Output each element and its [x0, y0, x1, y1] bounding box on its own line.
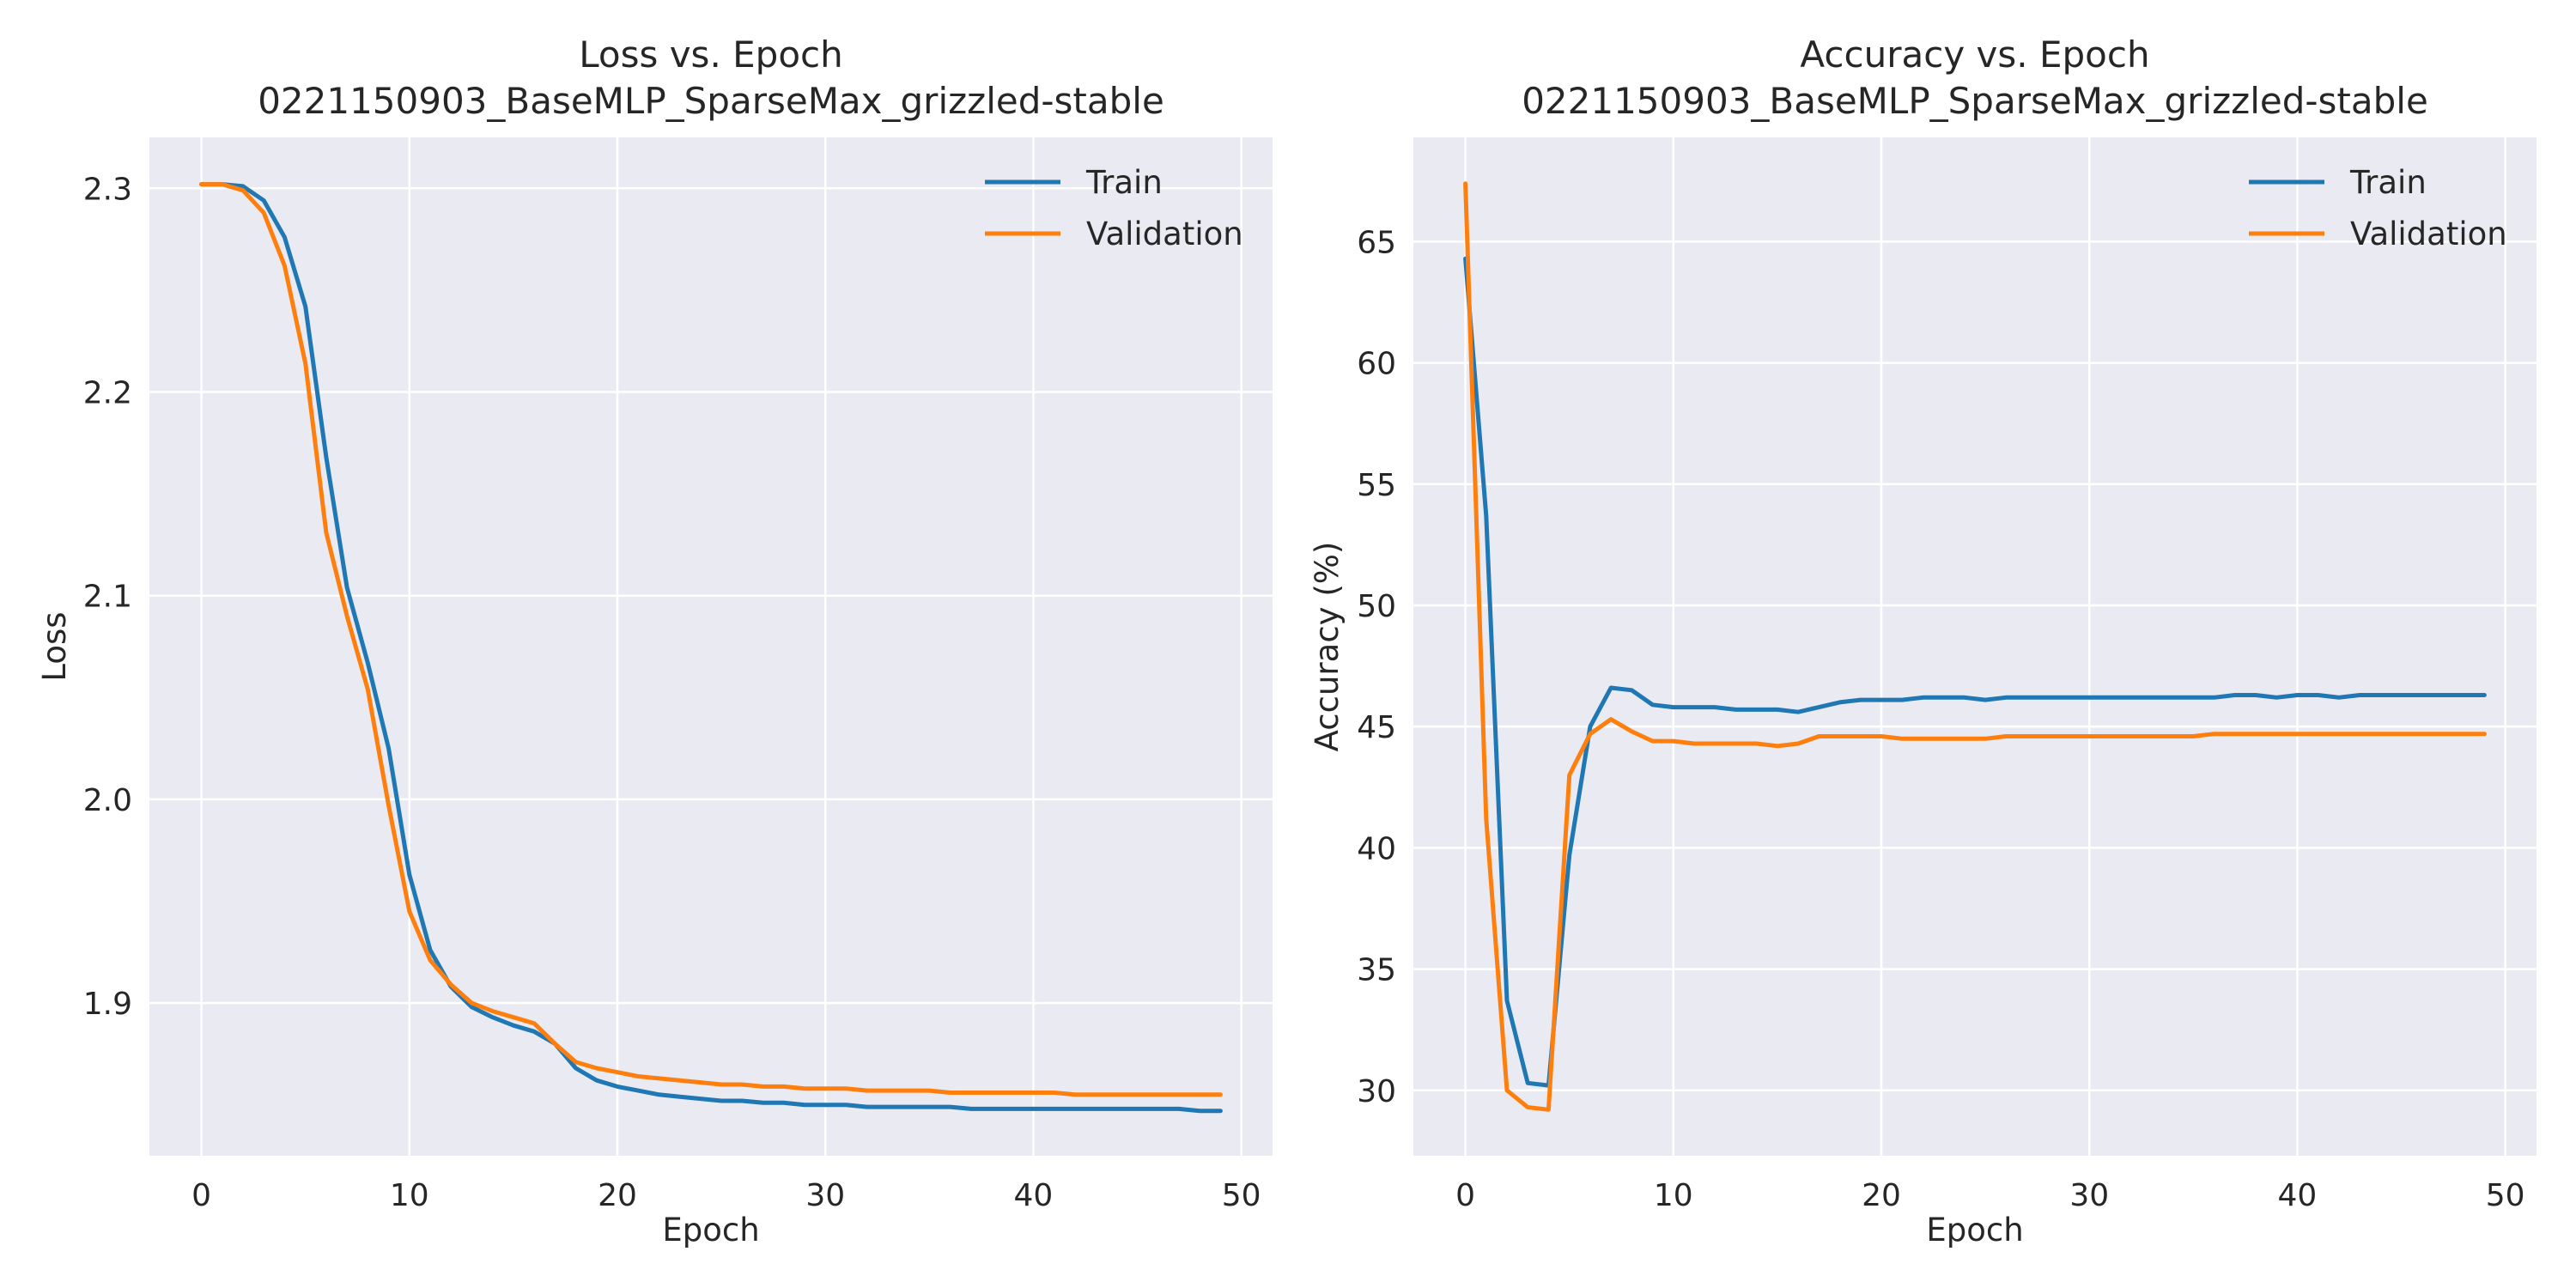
- accuracy-legend-label-train: Train: [2349, 164, 2427, 201]
- loss-x-axis-label: Epoch: [662, 1212, 759, 1249]
- accuracy-series-train-line: [1463, 256, 2487, 1088]
- accuracy-x-tick-label: 20: [1862, 1178, 1901, 1213]
- loss-y-tick-label: 2.2: [83, 376, 132, 411]
- loss-chart: 0 10 20 30 40 50 1.9 2.0 2.1 2.2 2.3 Loss vs. Epoc…: [36, 33, 1273, 1249]
- loss-x-tick-label: 40: [1014, 1178, 1054, 1213]
- loss-y-tick-label: 2.1: [83, 580, 132, 615]
- loss-series: [199, 182, 1223, 1114]
- accuracy-x-tick-label: 0: [1455, 1178, 1475, 1213]
- accuracy-grid: [1413, 137, 2537, 1156]
- accuracy-y-tick-label: 60: [1357, 347, 1396, 382]
- accuracy-x-tick-label: 50: [2486, 1178, 2525, 1213]
- loss-x-tick-label: 0: [191, 1178, 211, 1213]
- accuracy-plot-area: [1413, 137, 2537, 1156]
- loss-legend-label-train: Train: [1085, 164, 1163, 201]
- accuracy-series-validation-line: [1463, 181, 2487, 1112]
- loss-x-tick-label: 50: [1222, 1178, 1261, 1213]
- accuracy-chart: 0 10 20 30 40 50 30 35 40 45 50 55 60 65 Accuracy vs.…: [1309, 33, 2537, 1249]
- accuracy-x-tick-label: 10: [1654, 1178, 1693, 1213]
- accuracy-tick-labels: 0 10 20 30 40 50 30 35 40 45 50 55 60 65: [1357, 225, 2524, 1213]
- accuracy-chart-title: Accuracy vs. Epoch: [1800, 33, 2149, 76]
- loss-y-tick-label: 2.0: [83, 783, 132, 818]
- accuracy-y-tick-label: 35: [1357, 953, 1396, 988]
- loss-series-train-line: [199, 182, 1223, 1114]
- accuracy-series: [1463, 181, 2487, 1112]
- loss-legend-label-validation: Validation: [1086, 216, 1243, 252]
- accuracy-y-tick-label: 55: [1357, 468, 1396, 503]
- loss-chart-title: Loss vs. Epoch: [579, 33, 843, 76]
- accuracy-x-tick-label: 40: [2278, 1178, 2318, 1213]
- accuracy-y-tick-label: 30: [1357, 1074, 1396, 1109]
- loss-series-validation-line: [199, 182, 1223, 1097]
- accuracy-y-tick-label: 40: [1357, 831, 1396, 866]
- loss-x-tick-label: 20: [598, 1178, 637, 1213]
- accuracy-chart-subtitle: 0221150903_BaseMLP_SparseMax_grizzled-st…: [1522, 80, 2428, 122]
- accuracy-x-tick-label: 30: [2069, 1178, 2109, 1213]
- accuracy-y-tick-label: 45: [1357, 710, 1396, 745]
- loss-y-tick-label: 2.3: [83, 172, 132, 207]
- loss-x-tick-label: 10: [390, 1178, 429, 1213]
- accuracy-legend-label-validation: Validation: [2350, 216, 2507, 252]
- accuracy-y-tick-label: 50: [1357, 589, 1396, 624]
- loss-plot-area: [149, 137, 1273, 1156]
- loss-y-axis-label: Loss: [36, 611, 73, 681]
- accuracy-y-axis-label: Accuracy (%): [1309, 542, 1346, 752]
- loss-grid: [149, 137, 1273, 1156]
- accuracy-y-tick-label: 65: [1357, 225, 1396, 260]
- loss-legend: Train Validation: [985, 164, 1243, 252]
- loss-tick-labels: 0 10 20 30 40 50 1.9 2.0 2.1 2.2 2.3: [83, 172, 1261, 1213]
- accuracy-legend: Train Validation: [2249, 164, 2507, 252]
- loss-x-tick-label: 30: [805, 1178, 845, 1213]
- loss-chart-subtitle: 0221150903_BaseMLP_SparseMax_grizzled-st…: [258, 80, 1164, 122]
- accuracy-x-axis-label: Epoch: [1926, 1212, 2023, 1249]
- loss-y-tick-label: 1.9: [83, 987, 132, 1022]
